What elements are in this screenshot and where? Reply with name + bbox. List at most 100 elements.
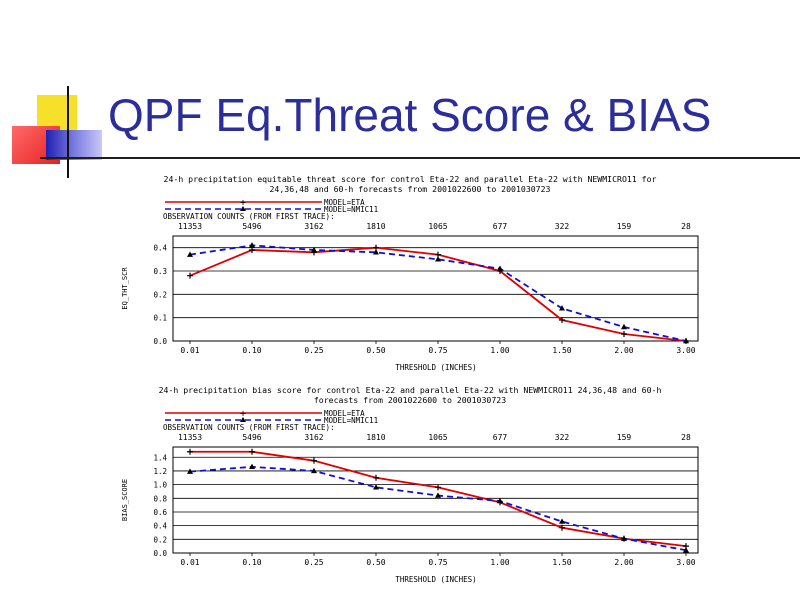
chart2-obs-count-1: 11353 <box>178 433 202 442</box>
chart2-series2-point-3 <box>311 467 317 474</box>
chart1-title: 24-h precipitation equitable threat scor… <box>164 174 657 184</box>
chart1-obs-counts-label: OBSERVATION COUNTS (FROM FIRST TRACE): <box>163 212 335 221</box>
chart1-obs-count-9: 28 <box>681 222 691 231</box>
chart2-x-axis-label: THRESHOLD (INCHES) <box>395 575 476 584</box>
chart2-obs-count-9: 28 <box>681 433 691 442</box>
chart1-series2-point-9 <box>683 337 689 344</box>
chart2-y-tick-1: 0.0 <box>153 549 167 558</box>
chart1-obs-count-8: 159 <box>617 222 632 231</box>
chart1-obs-count-4: 1810 <box>366 222 385 231</box>
chart1-x-tick-3: 0.25 <box>304 346 323 355</box>
chart2-x-tick-6: 1.00 <box>490 558 509 567</box>
chart1-series1-point-8 <box>621 331 627 337</box>
chart1-y-tick-3: 0.2 <box>153 290 167 299</box>
chart2-series2-point-2 <box>249 463 255 470</box>
chart1-y-axis-label: EQ_THT_SCR <box>121 267 129 310</box>
chart2-series1-point-4 <box>373 474 379 481</box>
chart1-series2-point-5 <box>435 256 441 262</box>
chart2-obs-count-4: 1810 <box>366 433 385 442</box>
chart1-x-tick-5: 0.75 <box>428 346 447 355</box>
deco-blue-square <box>46 130 102 160</box>
chart1-series-line-2 <box>189 244 687 342</box>
chart2-legend-label-2: MODEL=NMIC11 <box>324 416 378 425</box>
chart1-x-tick-2: 0.10 <box>242 346 261 355</box>
chart1-y-tick-1: 0.0 <box>153 337 167 346</box>
chart2-series2-point-6 <box>497 497 503 504</box>
chart2-legend-marker-1: + <box>240 409 246 420</box>
chart1-legend-marker-2 <box>240 206 246 211</box>
chart2-obs-counts-label: OBSERVATION COUNTS (FROM FIRST TRACE): <box>163 423 335 432</box>
chart2-y-tick-5: 0.8 <box>153 494 167 503</box>
chart2-series1-point-7 <box>559 524 565 531</box>
chart2-obs-count-5: 1065 <box>428 433 447 442</box>
chart2-x-tick-5: 0.75 <box>428 558 447 567</box>
chart2-x-tick-9: 3.00 <box>676 558 695 567</box>
chart1-obs-count-5: 1065 <box>428 222 447 231</box>
chart2-x-tick-4: 0.50 <box>366 558 385 567</box>
chart2-series-line-2 <box>189 465 687 552</box>
chart2-obs-count-2: 5496 <box>242 433 261 442</box>
chart1-series2-point-8 <box>621 323 627 330</box>
chart1-series2-point-7 <box>559 305 565 311</box>
chart2-subtitle: forecasts from 2001022600 to 2001030723 <box>314 395 506 405</box>
chart1-series2-point-6 <box>497 265 503 271</box>
chart1-series1-point-7 <box>559 317 565 323</box>
chart2-plot-frame <box>172 446 699 554</box>
chart2-y-tick-7: 1.2 <box>153 467 167 476</box>
chart2-series2-point-8 <box>621 535 627 541</box>
chart2-title: 24-h precipitation bias score for contro… <box>159 385 662 395</box>
chart2-obs-count-8: 159 <box>617 433 632 442</box>
chart2-obs-count-3: 3162 <box>304 433 323 442</box>
chart2-legend-marker-2 <box>240 417 246 422</box>
chart2-y-tick-4: 0.6 <box>153 508 167 517</box>
chart1-x-tick-9: 3.00 <box>676 346 695 355</box>
chart2-y-tick-3: 0.4 <box>153 522 167 531</box>
chart1-x-tick-1: 0.01 <box>180 346 199 355</box>
chart2-series1-point-5 <box>435 484 441 491</box>
chart2-y-axis-label: BIAS_SCORE <box>121 479 129 521</box>
chart1-obs-count-7: 322 <box>555 222 570 231</box>
slide-title: QPF Eq.Threat Score & BIAS <box>108 89 712 141</box>
chart2-obs-count-7: 322 <box>555 433 570 442</box>
chart1-subtitle: 24,36,48 and 60-h forecasts from 2001022… <box>270 184 551 194</box>
chart1-x-tick-7: 1.50 <box>552 346 571 355</box>
chart1-x-tick-6: 1.00 <box>490 346 509 355</box>
chart2-legend-label-1: MODEL=ETA <box>324 409 365 418</box>
chart1-legend-label-2: MODEL=NMIC11 <box>324 205 378 214</box>
chart1-obs-count-3: 3162 <box>304 222 323 231</box>
chart1-x-axis-label: THRESHOLD (INCHES) <box>395 363 476 372</box>
title-rule <box>40 157 800 159</box>
chart1-series1-point-2 <box>249 247 255 253</box>
chart2-y-tick-8: 1.4 <box>153 453 167 462</box>
chart1-legend-label-1: MODEL=ETA <box>324 198 365 207</box>
chart1-y-tick-5: 0.4 <box>153 244 167 253</box>
chart2-series-line-1 <box>190 450 687 548</box>
chart1-series2-point-4 <box>373 249 379 255</box>
chart1-series2-point-3 <box>311 246 317 253</box>
chart2-y-tick-6: 1.0 <box>153 481 167 490</box>
chart2-x-tick-3: 0.25 <box>304 558 323 567</box>
chart1-series2-point-2 <box>249 242 255 248</box>
chart1-obs-count-2: 5496 <box>242 222 261 231</box>
chart2-series2-point-5 <box>435 492 441 498</box>
chart1-series1-point-1 <box>187 272 193 279</box>
chart2-series2-point-7 <box>559 518 565 524</box>
chart1-plot-frame <box>172 235 699 342</box>
chart1-series2-point-1 <box>187 251 193 257</box>
chart2-series2-point-9 <box>683 547 689 553</box>
chart1-legend-marker-1: + <box>240 198 246 209</box>
chart1-x-tick-8: 2.00 <box>614 346 633 355</box>
chart2-x-tick-1: 0.01 <box>180 558 199 567</box>
chart2-y-tick-2: 0.2 <box>153 535 167 544</box>
chart2-x-tick-2: 0.10 <box>242 558 261 567</box>
chart2-series1-point-2 <box>249 448 255 455</box>
chart2-obs-count-6: 677 <box>493 433 508 442</box>
chart2-series2-point-1 <box>187 468 193 474</box>
chart1-y-tick-2: 0.1 <box>153 314 167 323</box>
chart2-x-tick-8: 2.00 <box>614 558 633 567</box>
chart2-series2-point-4 <box>373 484 379 490</box>
chart1-y-tick-4: 0.3 <box>153 267 167 276</box>
chart2-series1-point-1 <box>187 448 193 455</box>
chart2-x-tick-7: 1.50 <box>552 558 571 567</box>
